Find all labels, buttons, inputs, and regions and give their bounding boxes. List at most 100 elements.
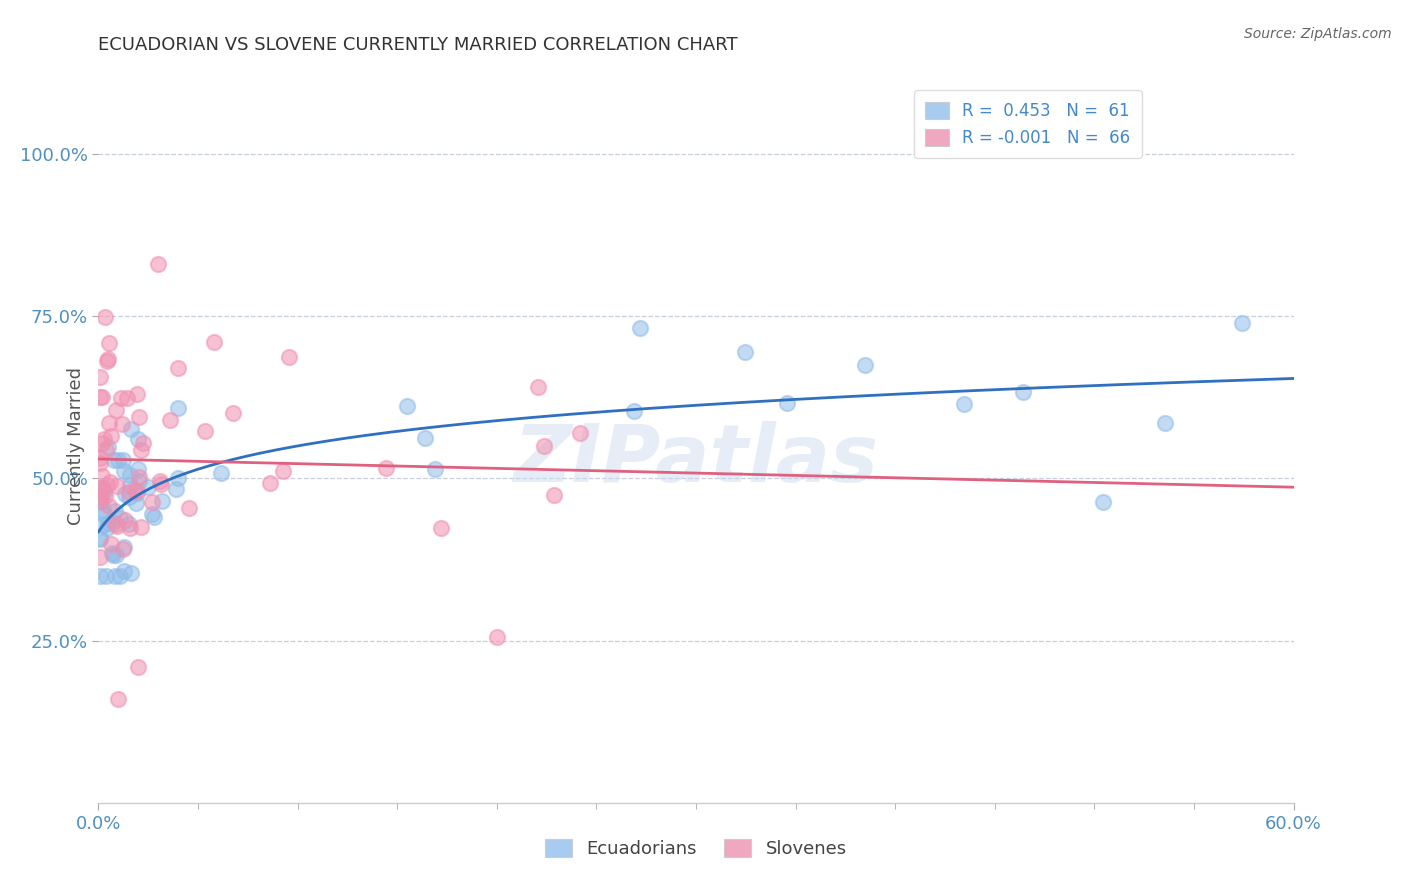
Point	[167, 401, 190, 416]
Point	[110, 391, 132, 405]
Point	[128, 475, 150, 489]
Text: ECUADORIAN VS SLOVENE CURRENTLY MARRIED CORRELATION CHART: ECUADORIAN VS SLOVENE CURRENTLY MARRIED …	[98, 36, 738, 54]
Point	[1012, 385, 1035, 400]
Point	[127, 462, 149, 476]
Point	[413, 431, 436, 445]
Point	[177, 501, 200, 516]
Point	[374, 461, 396, 475]
Point	[104, 516, 127, 531]
Point	[141, 494, 163, 508]
Point	[125, 483, 148, 498]
Point	[271, 464, 294, 478]
Point	[89, 494, 111, 508]
Point	[115, 392, 138, 406]
Point	[89, 450, 111, 465]
Legend: Ecuadorians, Slovenes: Ecuadorians, Slovenes	[538, 831, 853, 865]
Point	[114, 487, 136, 501]
Point	[107, 692, 129, 706]
Point	[149, 476, 172, 491]
Point	[91, 503, 114, 517]
Point	[89, 456, 111, 470]
Point	[93, 432, 115, 446]
Point	[120, 422, 142, 436]
Point	[89, 490, 111, 504]
Point	[103, 516, 125, 530]
Point	[101, 548, 124, 562]
Point	[97, 440, 120, 454]
Point	[149, 474, 172, 488]
Point	[124, 483, 146, 497]
Point	[117, 490, 139, 504]
Point	[485, 631, 508, 645]
Point	[90, 480, 112, 494]
Point	[120, 566, 142, 581]
Point	[91, 483, 114, 497]
Point	[98, 335, 121, 350]
Point	[104, 504, 127, 518]
Point	[94, 568, 117, 582]
Point	[953, 397, 976, 411]
Y-axis label: Currently Married: Currently Married	[66, 367, 84, 525]
Point	[568, 425, 591, 440]
Point	[543, 488, 565, 502]
Point	[141, 507, 163, 521]
Point	[89, 533, 111, 547]
Point	[167, 361, 190, 376]
Point	[105, 519, 128, 533]
Point	[129, 443, 152, 458]
Point	[423, 462, 446, 476]
Point	[89, 568, 111, 582]
Point	[194, 424, 217, 438]
Point	[104, 568, 127, 582]
Point	[1154, 416, 1177, 430]
Point	[125, 496, 148, 510]
Point	[114, 513, 136, 527]
Point	[143, 510, 166, 524]
Point	[101, 546, 124, 560]
Point	[776, 396, 799, 410]
Point	[105, 548, 128, 562]
Point	[89, 531, 111, 545]
Point	[100, 475, 122, 490]
Point	[533, 439, 555, 453]
Point	[100, 536, 122, 550]
Point	[100, 428, 122, 442]
Point	[209, 466, 232, 480]
Point	[259, 476, 281, 491]
Point	[396, 400, 419, 414]
Point	[734, 345, 756, 359]
Point	[526, 380, 548, 394]
Point	[127, 432, 149, 446]
Point	[112, 564, 135, 578]
Point	[91, 517, 114, 532]
Point	[148, 257, 170, 271]
Point	[118, 468, 141, 483]
Point	[97, 416, 120, 430]
Point	[128, 409, 150, 424]
Point	[93, 508, 115, 522]
Point	[277, 351, 299, 365]
Point	[90, 469, 112, 483]
Point	[125, 486, 148, 500]
Point	[108, 568, 131, 582]
Point	[430, 521, 453, 535]
Point	[90, 495, 112, 509]
Point	[105, 479, 128, 493]
Point	[167, 471, 190, 485]
Point	[118, 520, 141, 534]
Point	[107, 452, 129, 467]
Text: ZIPatlas: ZIPatlas	[513, 421, 879, 500]
Point	[202, 335, 225, 350]
Point	[111, 417, 134, 432]
Point	[165, 482, 187, 496]
Point	[129, 520, 152, 534]
Point	[111, 541, 134, 556]
Point	[125, 387, 148, 401]
Point	[112, 540, 135, 554]
Point	[159, 413, 181, 427]
Point	[89, 369, 111, 384]
Point	[628, 320, 651, 334]
Point	[91, 390, 114, 404]
Point	[104, 402, 127, 417]
Point	[136, 480, 159, 494]
